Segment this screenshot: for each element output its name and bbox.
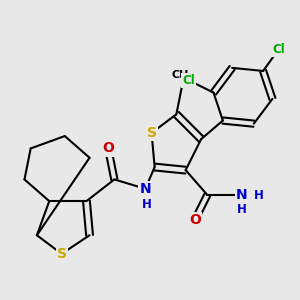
Text: Cl: Cl bbox=[182, 74, 195, 87]
Text: CH₃: CH₃ bbox=[171, 70, 194, 80]
Text: H: H bbox=[254, 189, 263, 202]
Text: O: O bbox=[189, 213, 201, 227]
Text: H: H bbox=[237, 203, 247, 216]
Text: H: H bbox=[142, 198, 152, 211]
Text: N: N bbox=[140, 182, 151, 196]
Text: Cl: Cl bbox=[272, 43, 285, 56]
Text: S: S bbox=[57, 247, 67, 261]
Text: S: S bbox=[146, 126, 157, 140]
Text: N: N bbox=[236, 188, 247, 202]
Text: O: O bbox=[102, 142, 114, 155]
